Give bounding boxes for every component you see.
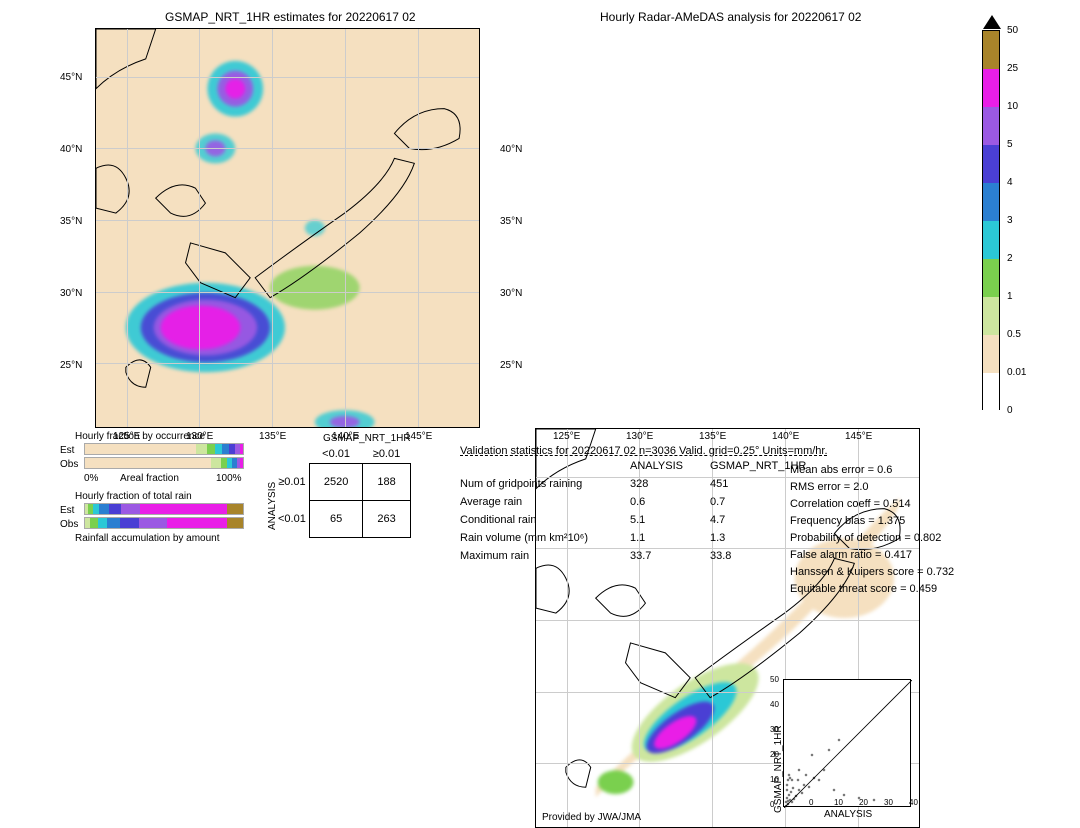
metrics-list: Mean abs error = 0.6RMS error = 2.0Corre…: [790, 462, 954, 598]
hfrac-totalrain: Hourly fraction of total rain Est Obs Ra…: [60, 503, 244, 531]
hfrac-occurrence: Hourly fraction by occurrence Est Obs 0%…: [60, 443, 244, 471]
map1-svg: [96, 29, 479, 427]
map1-title: GSMAP_NRT_1HR estimates for 20220617 02: [165, 10, 416, 24]
provided-by: Provided by JWA/JMA: [542, 812, 641, 823]
colorbar: 502510543210.50.010: [982, 30, 1000, 410]
map1: [95, 28, 480, 428]
map2-title: Hourly Radar-AMeDAS analysis for 2022061…: [600, 10, 861, 24]
colorbar-arrow-icon: [983, 15, 1001, 29]
validation-table: Validation statistics for 20220617 02 n=…: [460, 445, 828, 565]
scatter-plot: ANALYSIS GSMAP_NRT_1HR 00101020203030404…: [783, 679, 911, 807]
